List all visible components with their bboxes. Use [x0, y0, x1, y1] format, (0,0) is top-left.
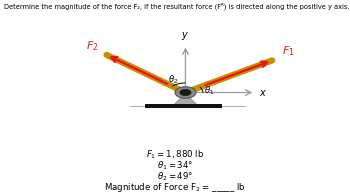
Text: $\theta_2 = 49°$: $\theta_2 = 49°$ — [157, 171, 193, 183]
Circle shape — [180, 89, 191, 96]
Text: $F_1 = 1,880$ lb: $F_1 = 1,880$ lb — [146, 148, 204, 161]
Text: Determine the magnitude of the force F₂, if the resultant force (Fᴿ) is directed: Determine the magnitude of the force F₂,… — [4, 3, 349, 10]
Circle shape — [175, 87, 196, 98]
Text: $\theta_1 = 34°$: $\theta_1 = 34°$ — [157, 160, 193, 172]
Text: Magnitude of Force F$_2$ = _____ lb: Magnitude of Force F$_2$ = _____ lb — [104, 181, 246, 194]
Text: $F_2$: $F_2$ — [86, 39, 99, 53]
Text: $\theta_2$: $\theta_2$ — [168, 73, 178, 86]
Polygon shape — [172, 93, 199, 106]
Bar — [145, 104, 222, 108]
Text: $y$: $y$ — [181, 30, 189, 42]
Text: $\theta_1$: $\theta_1$ — [204, 84, 215, 97]
Text: $x$: $x$ — [259, 87, 267, 97]
Text: $F_1$: $F_1$ — [282, 45, 295, 58]
